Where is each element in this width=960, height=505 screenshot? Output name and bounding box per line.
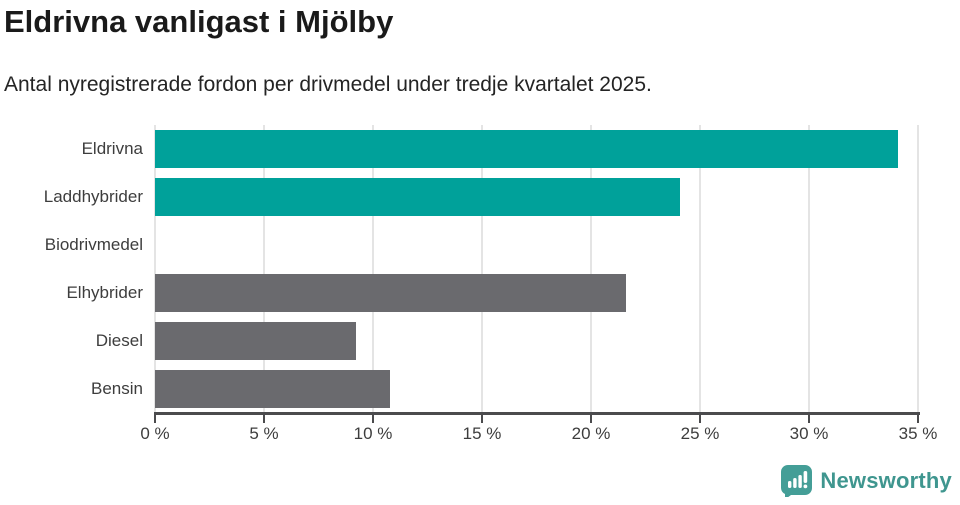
x-tick-label: 5 % <box>249 424 279 443</box>
x-tick <box>699 415 701 423</box>
y-label-diesel: Diesel <box>95 331 143 350</box>
gridline <box>699 125 701 413</box>
x-tick <box>808 415 810 423</box>
x-tick-label: 0 % <box>140 424 170 443</box>
bar-diesel <box>155 322 356 360</box>
x-tick <box>263 415 265 423</box>
y-label-elhybrider: Elhybrider <box>66 283 143 302</box>
x-tick-label: 35 % <box>898 424 938 443</box>
y-label-bensin: Bensin <box>91 379 143 398</box>
y-label-laddhybrider: Laddhybrider <box>43 187 143 206</box>
chart-title: Eldrivna vanligast i Mjölby <box>4 4 394 39</box>
x-tick-label: 15 % <box>462 424 502 443</box>
newsworthy-wordmark: Newsworthy <box>820 467 952 493</box>
bar-bensin <box>155 370 391 408</box>
y-label-eldrivna: Eldrivna <box>81 139 143 158</box>
gridline <box>154 125 156 413</box>
x-tick <box>154 415 156 423</box>
plot-area <box>154 125 919 413</box>
x-tick-label: 20 % <box>571 424 611 443</box>
bar-eldrivna <box>155 130 899 168</box>
gridline <box>372 125 374 413</box>
x-axis-line <box>154 412 920 415</box>
gridline <box>481 125 483 413</box>
bar-elhybrider <box>155 274 626 312</box>
x-tick-label: 10 % <box>353 424 393 443</box>
bar-laddhybrider <box>155 178 681 216</box>
chart-subtitle: Antal nyregistrerade fordon per drivmede… <box>4 73 652 96</box>
x-tick-label: 30 % <box>789 424 829 443</box>
y-label-biodrivmedel: Biodrivmedel <box>44 235 143 254</box>
x-tick <box>917 415 919 423</box>
newsworthy-icon <box>781 465 813 497</box>
x-tick-label: 25 % <box>680 424 720 443</box>
x-tick <box>590 415 592 423</box>
gridline <box>917 125 919 413</box>
x-tick <box>481 415 483 423</box>
gridline <box>263 125 265 413</box>
x-tick <box>372 415 374 423</box>
gridline <box>808 125 810 413</box>
gridline <box>590 125 592 413</box>
newsworthy-logo: Newsworthy <box>780 464 952 497</box>
